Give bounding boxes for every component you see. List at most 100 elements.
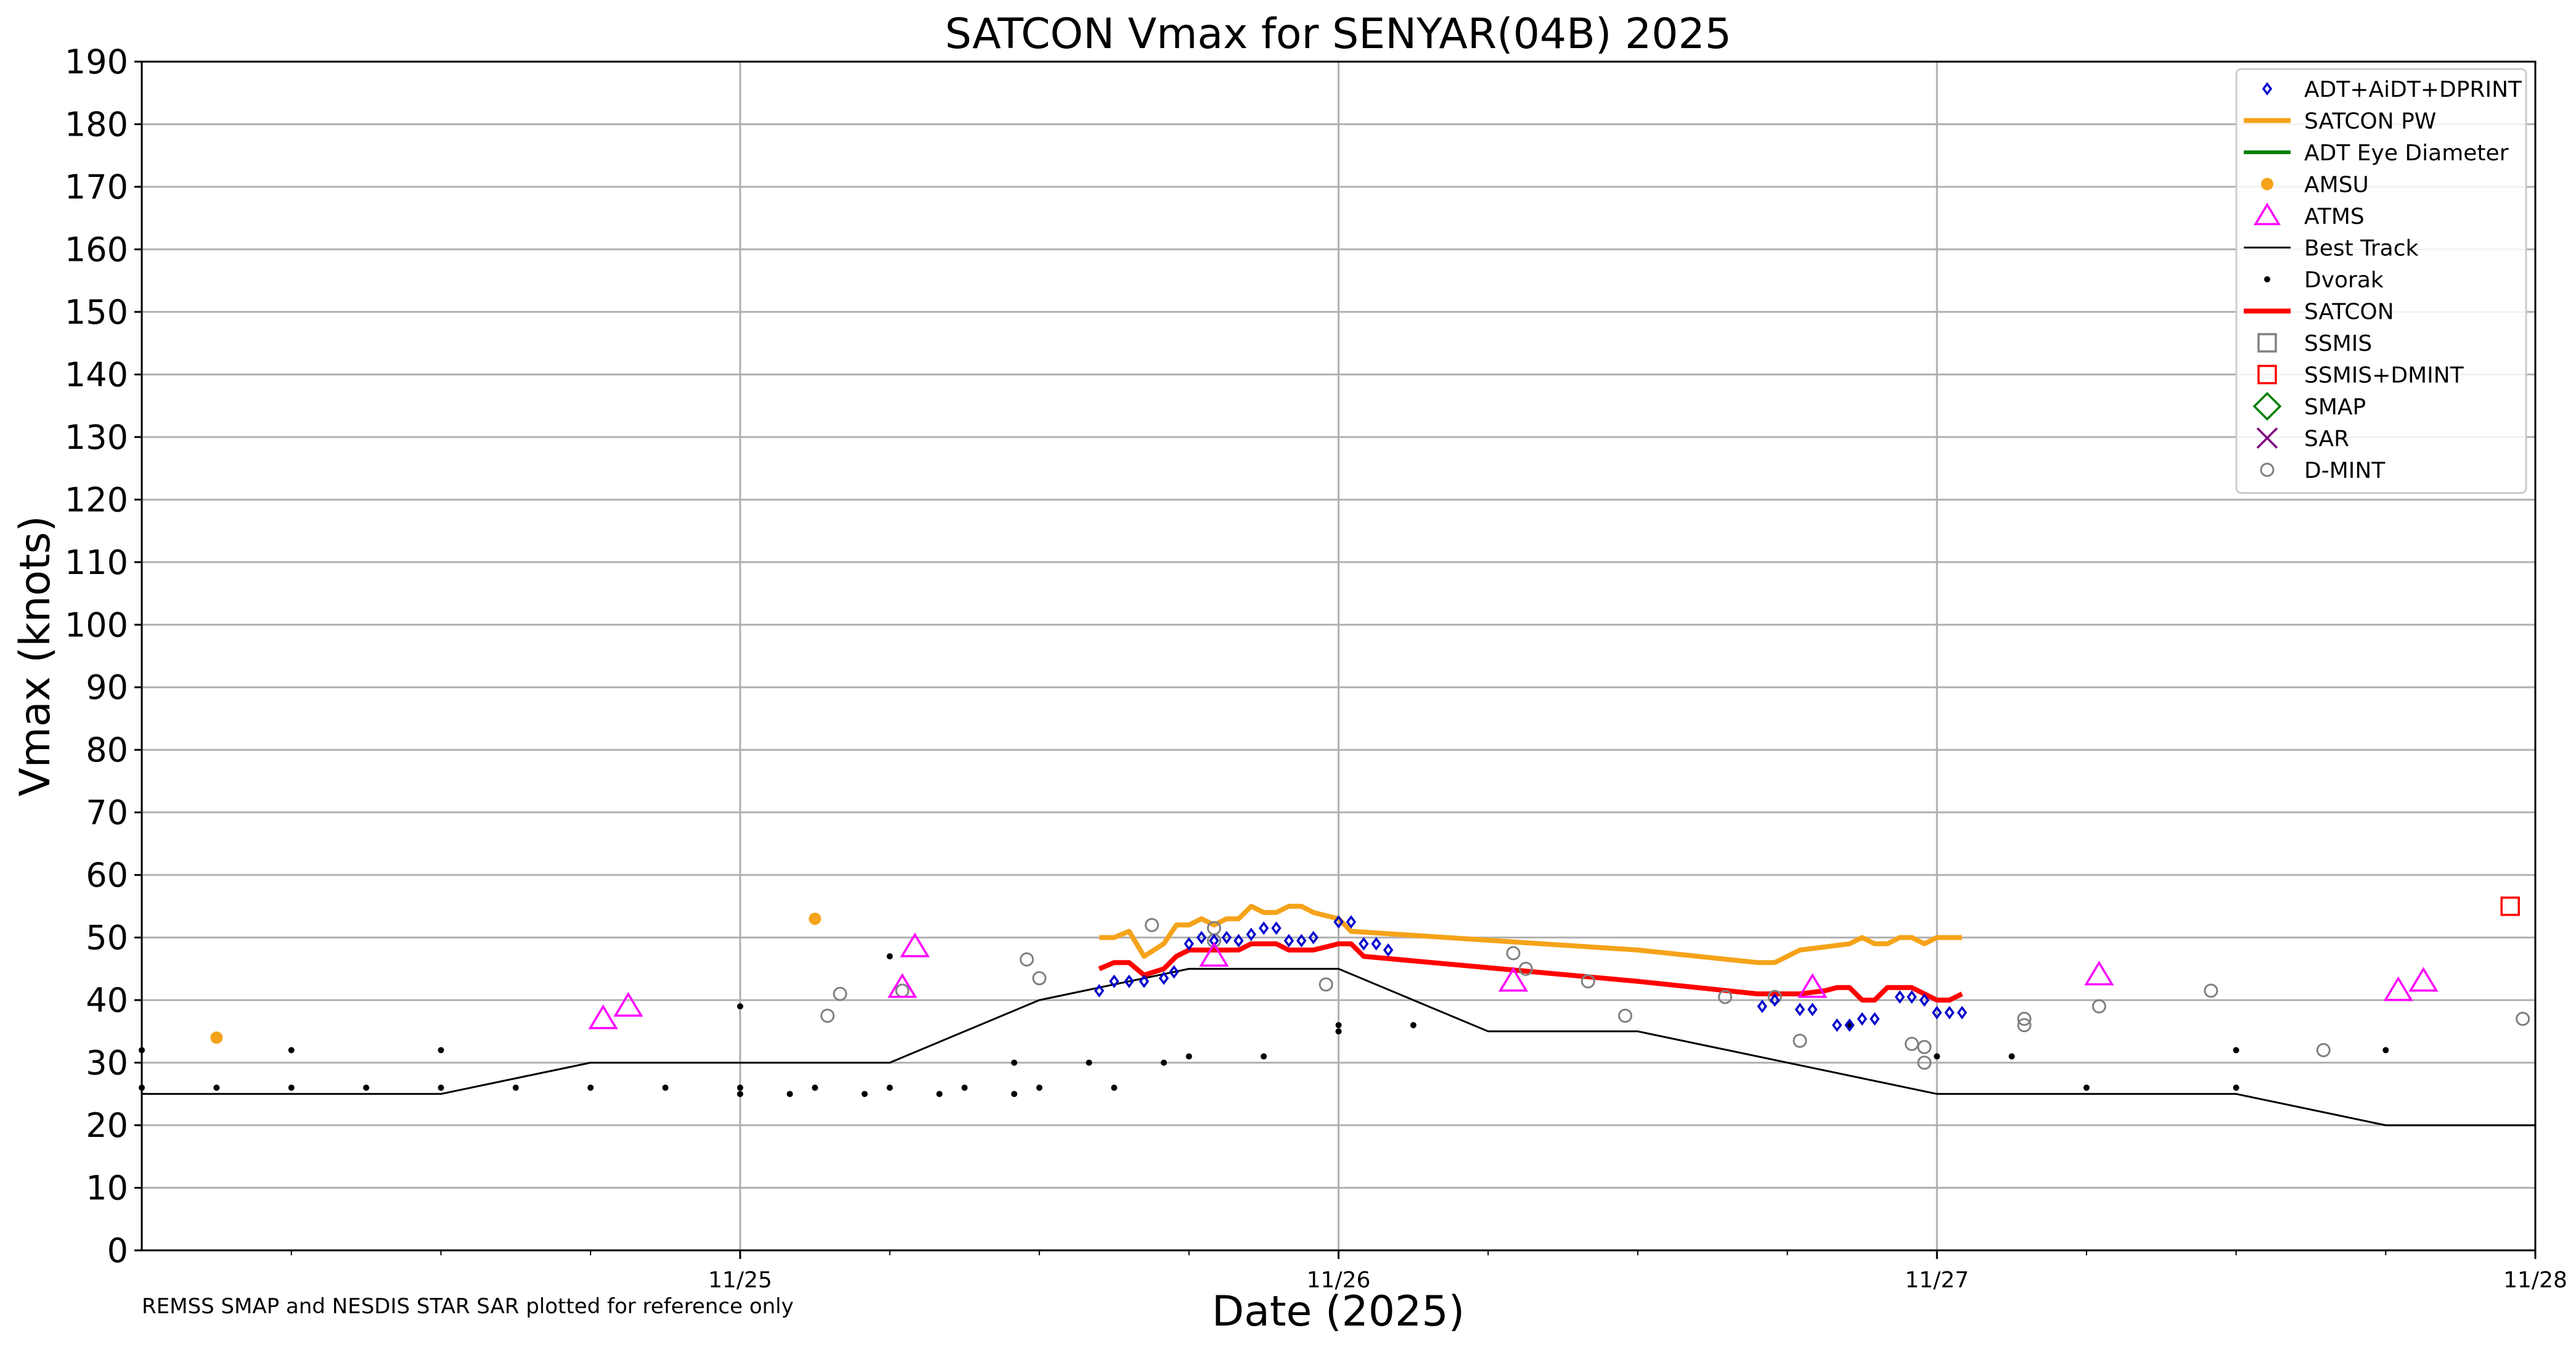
x-tick-label: 11/27: [1905, 1268, 1969, 1293]
dvorak-point: [1111, 1085, 1118, 1091]
adt-aidt-dprint-point: [1844, 1018, 1855, 1032]
dvorak-point: [737, 1085, 743, 1091]
satcon-line: [1098, 941, 1963, 1003]
dvorak-point: [662, 1085, 669, 1091]
adt-aidt-dprint-point: [1769, 993, 1780, 1007]
x-axis-label: Date (2025): [1212, 1287, 1465, 1336]
legend-label-satcon-pw: SATCON PW: [2304, 109, 2436, 134]
d-mint-point: [1767, 990, 1782, 1004]
dvorak-point: [438, 1085, 444, 1091]
adt-aidt-dprint-point: [1807, 1003, 1818, 1017]
dvorak-point: [1036, 1085, 1043, 1091]
dvorak-point: [213, 1085, 220, 1091]
footnote: REMSS SMAP and NESDIS STAR SAR plotted f…: [142, 1294, 794, 1319]
y-tick-label: 60: [86, 856, 128, 895]
adt-aidt-dprint-point: [1894, 990, 1905, 1004]
amsu-point: [210, 1031, 223, 1044]
dvorak-point: [1261, 1053, 1267, 1060]
atms-point: [887, 973, 917, 998]
adt-aidt-dprint-point: [1831, 1018, 1842, 1032]
x-tick-label: 11/26: [1307, 1268, 1371, 1293]
d-mint-point: [2316, 1043, 2331, 1057]
adt-aidt-dprint-point: [1094, 983, 1105, 998]
dvorak-point: [1335, 1028, 1342, 1035]
y-tick-label: 0: [107, 1231, 128, 1270]
dvorak-point: [737, 1091, 743, 1097]
dvorak-point: [1185, 1053, 1192, 1060]
adt-aidt-dprint-point: [1246, 927, 1256, 941]
legend-handle-d-mint: [2260, 462, 2275, 477]
d-mint-point: [1580, 974, 1595, 989]
y-tick-label: 30: [86, 1044, 128, 1083]
adt-aidt-dprint-point: [1109, 974, 1119, 988]
atms-point: [613, 991, 644, 1017]
y-tick-label: 170: [65, 168, 128, 207]
atms-point: [1199, 941, 1229, 967]
y-tick-label: 40: [86, 981, 128, 1020]
d-mint-point: [820, 1008, 835, 1023]
y-axis-label: Vmax (knots): [11, 515, 60, 797]
dvorak-point: [1011, 1059, 1018, 1066]
d-mint-point: [1904, 1036, 1919, 1051]
dvorak-point: [1011, 1091, 1018, 1097]
y-tick-label: 140: [65, 355, 128, 394]
y-tick-label: 150: [65, 293, 128, 332]
adt-aidt-dprint-point: [1757, 999, 1767, 1014]
dvorak-point: [861, 1091, 868, 1097]
legend-label-dvorak: Dvorak: [2304, 268, 2384, 293]
legend-label-d-mint: D-MINT: [2304, 458, 2386, 483]
legend-label-best-track: Best Track: [2304, 236, 2419, 261]
dvorak-point: [886, 953, 893, 960]
dvorak-point: [2083, 1085, 2090, 1091]
atms-point: [1797, 973, 1828, 998]
dvorak-point: [2233, 1047, 2239, 1054]
d-mint-series: [820, 917, 2530, 1070]
amsu-series: [210, 912, 822, 1044]
y-tick-label: 80: [86, 731, 128, 769]
dvorak-point: [812, 1085, 819, 1091]
dvorak-point: [1161, 1059, 1167, 1066]
legend-label-amsu: AMSU: [2304, 173, 2369, 198]
x-tick-label: 11/25: [708, 1268, 772, 1293]
satcon-pw-line: [1099, 903, 1962, 966]
dvorak-point: [1335, 1022, 1342, 1028]
d-mint-point: [2516, 1012, 2530, 1027]
adt-aidt-dprint-point: [1794, 1003, 1805, 1017]
atms-point: [900, 932, 930, 957]
y-tick-label: 10: [86, 1169, 128, 1208]
atms-point: [1498, 967, 1529, 992]
d-mint-point: [1145, 917, 1159, 932]
adt-aidt-dprint-point: [1169, 965, 1179, 979]
dvorak-point: [936, 1091, 943, 1097]
legend-label-sar: SAR: [2304, 427, 2349, 452]
atms-point: [2383, 976, 2413, 1001]
adt-aidt-dprint-point: [1258, 921, 1269, 935]
d-mint-point: [2017, 1018, 2032, 1033]
d-mint-point: [1506, 946, 1521, 961]
y-tick-label: 20: [86, 1106, 128, 1145]
dvorak-point: [1934, 1053, 1940, 1060]
y-tick-label: 100: [65, 605, 128, 644]
adt-aidt-dprint-point: [1333, 915, 1344, 929]
ssmis-dmint-series: [2500, 896, 2520, 916]
d-mint-point: [1793, 1033, 1807, 1048]
adt-aidt-dprint-point: [1233, 933, 1244, 948]
legend-handle-atms: [2254, 202, 2281, 226]
adt-aidt-dprint-point: [1221, 930, 1232, 945]
legend-label-satcon: SATCON: [2304, 300, 2394, 325]
y-tick-label: 180: [65, 105, 128, 144]
y-axis: 0 10 20 30 40 50 60 70 80 90 100 110 120 130 140 150 160…: [65, 43, 142, 1270]
legend-handle-smap: [2252, 392, 2282, 421]
amsu-point: [809, 912, 822, 925]
x-axis: 11/25 11/26 11/27 11/28: [290, 1250, 2567, 1293]
adt-aidt-dprint-series: [1094, 915, 1968, 1032]
x-tick-label: 11/28: [2503, 1268, 2567, 1293]
series-layer: [139, 896, 2535, 1126]
dvorak-point: [363, 1085, 370, 1091]
y-tick-label: 120: [65, 480, 128, 519]
dvorak-point: [787, 1091, 793, 1097]
adt-aidt-dprint-point: [1359, 937, 1369, 951]
adt-aidt-dprint-point: [1371, 937, 1381, 951]
y-tick-label: 70: [86, 793, 128, 832]
